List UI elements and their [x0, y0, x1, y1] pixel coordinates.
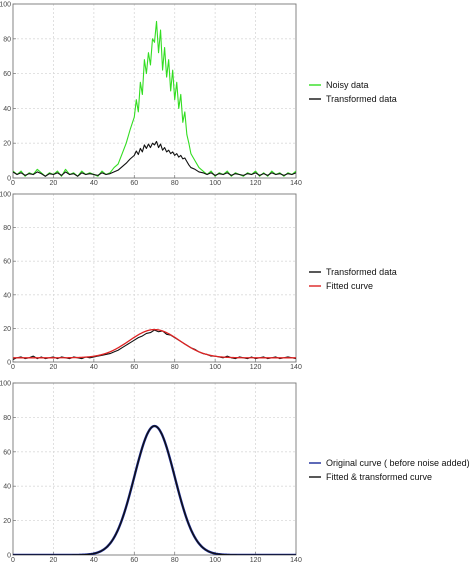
x-tick-label: 100: [209, 180, 221, 187]
legend-label: Transformed data: [326, 267, 397, 277]
series-line-fitted-curve: [13, 328, 296, 359]
legend-label: Noisy data: [326, 80, 369, 90]
x-tick-label: 80: [171, 557, 179, 564]
y-tick-label: 80: [3, 36, 11, 43]
y-tick-label: 60: [3, 259, 11, 266]
x-tick-label: 80: [171, 364, 179, 371]
y-tick-label: 40: [3, 484, 11, 491]
x-tick-label: 20: [50, 364, 58, 371]
x-tick-label: 60: [130, 364, 138, 371]
x-tick-label: 80: [171, 180, 179, 187]
series-line-fitted-transformed-curve: [13, 425, 296, 555]
x-tick-label: 140: [290, 557, 302, 564]
y-tick-label: 100: [0, 192, 11, 199]
y-tick-label: 20: [3, 326, 11, 333]
x-tick-label: 20: [50, 180, 58, 187]
x-tick-label: 140: [290, 180, 302, 187]
chart-panel-1: 0 20 40 60 80 100 120 140 0 20 40 60 80 100 Noisy data…: [0, 2, 397, 188]
x-tick-label: 0: [11, 557, 15, 564]
x-tick-label: 0: [11, 180, 15, 187]
y-tick-label: 80: [3, 415, 11, 422]
x-tick-label: 40: [90, 557, 98, 564]
y-tick-label: 20: [3, 518, 11, 525]
plot-area: [13, 383, 296, 555]
series-line-transformed-data: [13, 140, 296, 177]
x-tick-label: 120: [250, 180, 262, 187]
y-tick-label: 100: [0, 381, 11, 388]
x-tick-label: 0: [11, 364, 15, 371]
x-tick-label: 100: [209, 364, 221, 371]
y-tick-label: 0: [7, 360, 11, 367]
x-tick-label: 20: [50, 557, 58, 564]
plot-area: [13, 194, 296, 362]
plot-frame: [12, 3, 297, 179]
legend-label: Fitted curve: [326, 281, 373, 291]
legend-label: Original curve ( before noise added): [326, 458, 470, 468]
x-tick-label: 60: [130, 180, 138, 187]
x-tick-label: 140: [290, 364, 302, 371]
x-tick-label: 100: [209, 557, 221, 564]
y-tick-label: 40: [3, 106, 11, 113]
y-tick-label: 20: [3, 141, 11, 148]
y-tick-label: 80: [3, 225, 11, 232]
plot-frame: [12, 193, 297, 363]
y-tick-label: 100: [0, 2, 11, 9]
x-tick-label: 120: [250, 557, 262, 564]
plot-area: [13, 4, 296, 178]
x-tick-label: 60: [130, 557, 138, 564]
chart-panel-2: 0 20 40 60 80 100 120 140 0 20 40 60 80 100 Transforme…: [0, 192, 397, 372]
x-tick-label: 40: [90, 180, 98, 187]
plot-frame: [12, 382, 297, 556]
x-tick-label: 40: [90, 364, 98, 371]
x-tick-label: 120: [250, 364, 262, 371]
legend-label: Transformed data: [326, 94, 397, 104]
legend-label: Fitted & transformed curve: [326, 472, 432, 482]
y-tick-label: 40: [3, 292, 11, 299]
y-tick-label: 60: [3, 71, 11, 78]
chart-panel-3: 0 20 40 60 80 100 120 140 0 20 40 60 80 100 Original c…: [0, 381, 470, 565]
y-tick-label: 60: [3, 449, 11, 456]
y-tick-label: 0: [7, 176, 11, 183]
y-tick-label: 0: [7, 553, 11, 560]
